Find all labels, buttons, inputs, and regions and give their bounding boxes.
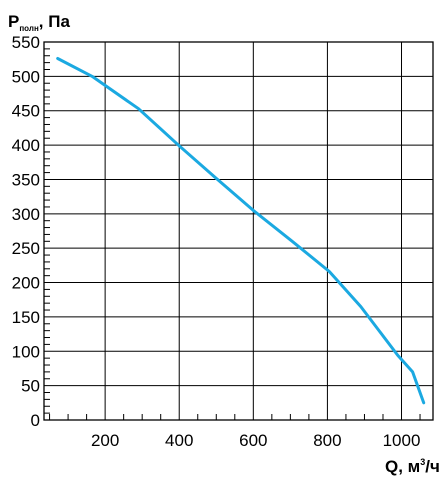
y-tick-label: 0 xyxy=(31,411,40,430)
x-tick-label: 600 xyxy=(239,431,267,450)
y-tick-label: 400 xyxy=(12,136,40,155)
plot-frame xyxy=(43,41,434,421)
y-tick-label: 500 xyxy=(12,67,40,86)
pressure-curve xyxy=(56,57,426,405)
minor-ticks xyxy=(44,48,421,420)
y-tick-label: 350 xyxy=(12,170,40,189)
x-axis-title-sup: 3 xyxy=(420,457,425,467)
x-axis-title-main: Q, м xyxy=(385,457,420,476)
y-tick-label: 550 xyxy=(12,33,40,52)
x-tick-labels: 200 400 600 800 1000 xyxy=(91,431,420,450)
y-axis-title-rest: , Па xyxy=(39,12,71,31)
y-tick-label: 100 xyxy=(12,342,40,361)
x-tick-label: 1000 xyxy=(383,431,421,450)
x-axis-title: Q, м3/ч xyxy=(385,457,440,476)
y-tick-label: 50 xyxy=(21,377,40,396)
grid-lines xyxy=(44,41,433,421)
y-tick-label: 250 xyxy=(12,239,40,258)
y-tick-label: 150 xyxy=(12,308,40,327)
x-tick-label: 200 xyxy=(91,431,119,450)
x-axis-title-rest: /ч xyxy=(425,457,440,476)
y-tick-label: 450 xyxy=(12,102,40,121)
y-tick-labels: 0 50 100 150 200 250 300 350 400 450 500 550 xyxy=(12,33,40,430)
y-tick-label: 200 xyxy=(12,274,40,293)
y-tick-label: 300 xyxy=(12,205,40,224)
y-axis-title: Pполн, Па xyxy=(8,12,70,33)
x-tick-label: 800 xyxy=(313,431,341,450)
y-axis-title-main: P xyxy=(8,12,19,31)
x-tick-label: 400 xyxy=(165,431,193,450)
y-axis-title-sub: полн xyxy=(19,24,39,33)
